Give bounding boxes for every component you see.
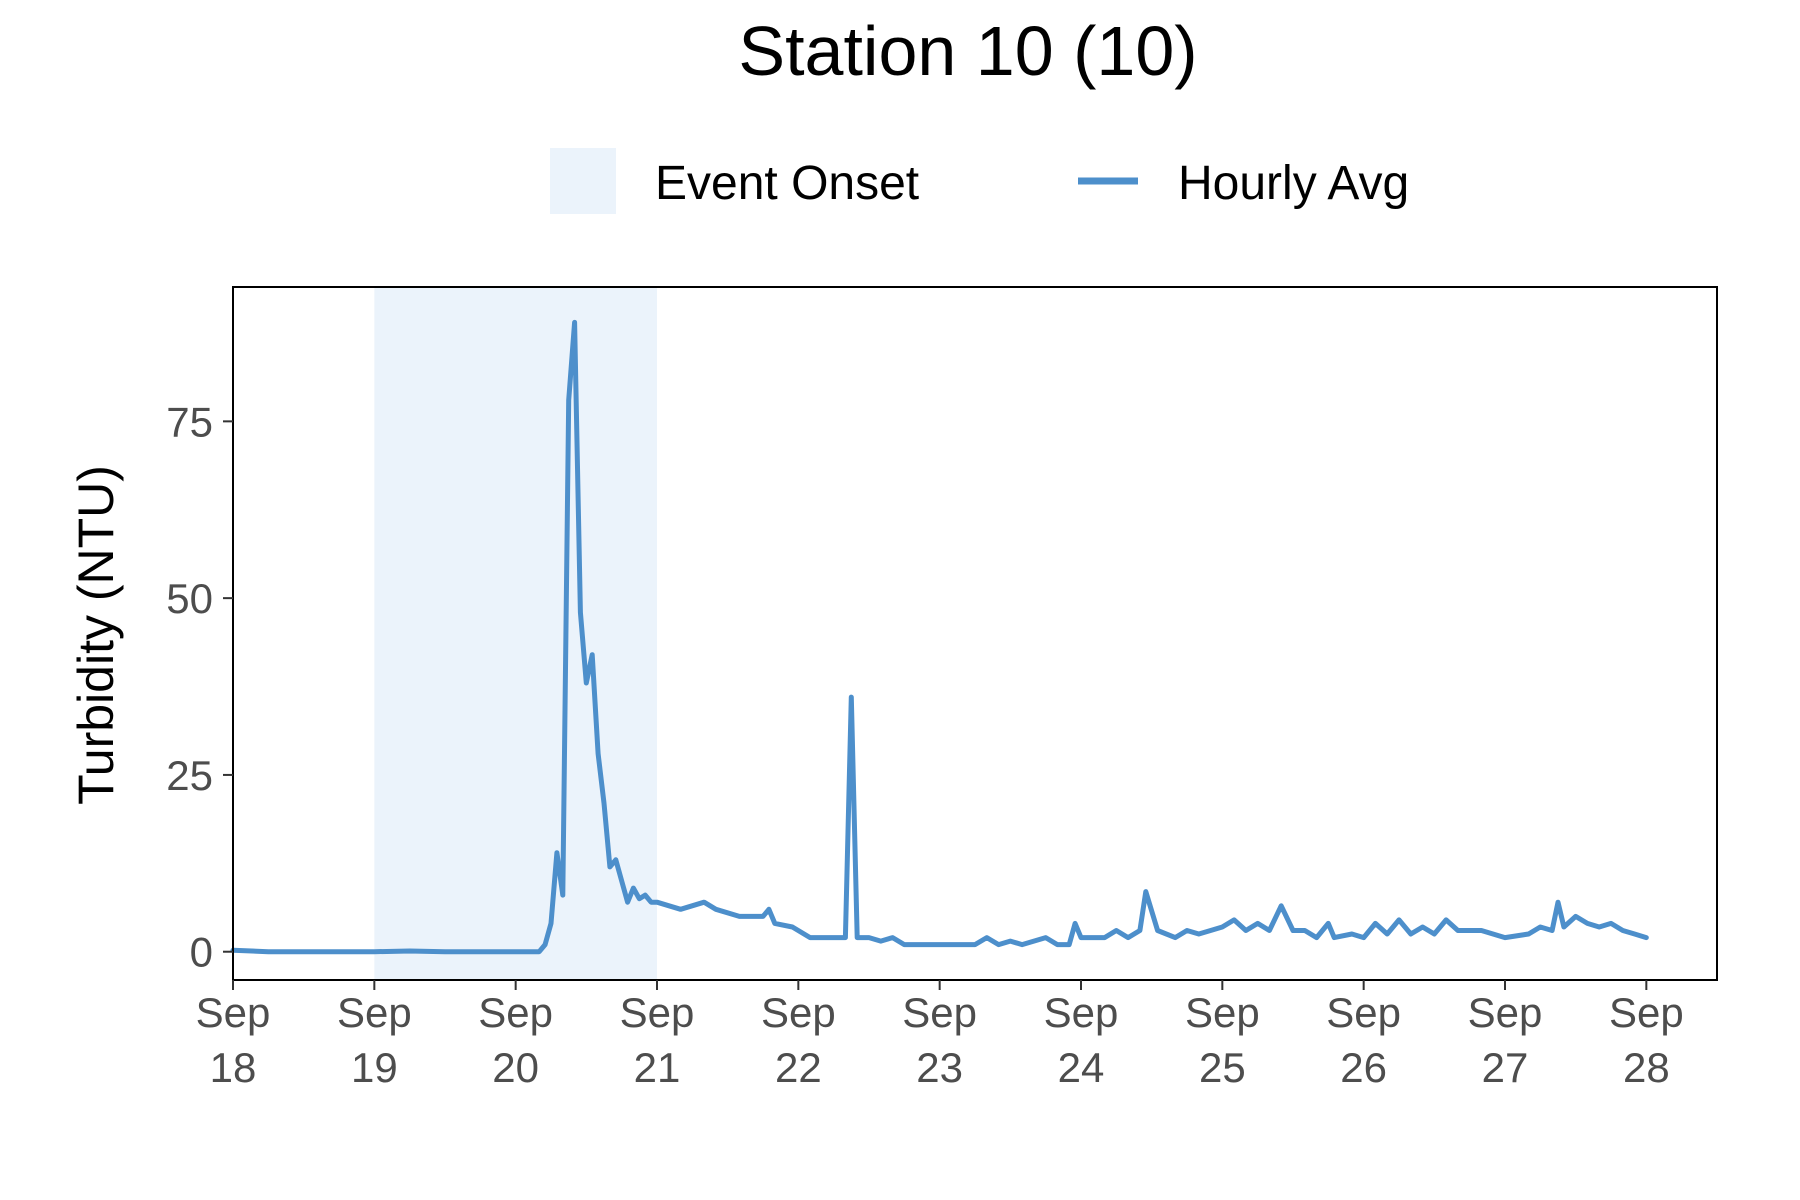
x-tick-label-day: 26 bbox=[1340, 1044, 1387, 1091]
x-tick-label-month: Sep bbox=[1609, 989, 1684, 1036]
x-tick-label-month: Sep bbox=[196, 989, 271, 1036]
x-tick-label-month: Sep bbox=[478, 989, 553, 1036]
plot-area: 0 25 50 75 Sep 18 Sep 19 Sep 20 Sep 21 Sep 22 Sep 23 Sep… bbox=[166, 286, 1718, 1091]
x-tick-label-month: Sep bbox=[1326, 989, 1401, 1036]
y-axis-title: Turbidity (NTU) bbox=[68, 465, 124, 805]
x-tick-label-month: Sep bbox=[1185, 989, 1260, 1036]
x-tick-label-day: 25 bbox=[1199, 1044, 1246, 1091]
chart-title: Station 10 (10) bbox=[738, 12, 1197, 90]
legend-shade-swatch bbox=[550, 148, 616, 214]
x-tick-label-month: Sep bbox=[337, 989, 412, 1036]
x-tick-label-month: Sep bbox=[1468, 989, 1543, 1036]
x-tick-label-month: Sep bbox=[620, 989, 695, 1036]
x-tick-label-day: 23 bbox=[916, 1044, 963, 1091]
x-tick-label-day: 27 bbox=[1482, 1044, 1529, 1091]
x-tick-label-day: 21 bbox=[634, 1044, 681, 1091]
plot-border bbox=[232, 286, 1718, 981]
x-tick-label-day: 19 bbox=[351, 1044, 398, 1091]
legend-label-event-onset: Event Onset bbox=[655, 157, 919, 210]
x-tick-label-day: 20 bbox=[492, 1044, 539, 1091]
legend: Event Onset Hourly Avg bbox=[550, 148, 1409, 214]
event-onset-band bbox=[374, 287, 657, 980]
series-line-0 bbox=[230, 319, 1649, 955]
x-tick-label-month: Sep bbox=[1044, 989, 1119, 1036]
x-tick-label-day: 24 bbox=[1058, 1044, 1105, 1091]
y-tick-label: 25 bbox=[166, 752, 213, 799]
y-tick-label: 50 bbox=[166, 575, 213, 622]
x-tick-label-month: Sep bbox=[761, 989, 836, 1036]
legend-label-hourly-avg: Hourly Avg bbox=[1178, 157, 1409, 210]
y-tick-label: 0 bbox=[190, 929, 213, 976]
x-tick-label-day: 22 bbox=[775, 1044, 822, 1091]
x-tick-label-day: 18 bbox=[210, 1044, 257, 1091]
y-tick-label: 75 bbox=[166, 398, 213, 445]
x-tick-label-month: Sep bbox=[902, 989, 977, 1036]
x-tick-label-day: 28 bbox=[1623, 1044, 1670, 1091]
